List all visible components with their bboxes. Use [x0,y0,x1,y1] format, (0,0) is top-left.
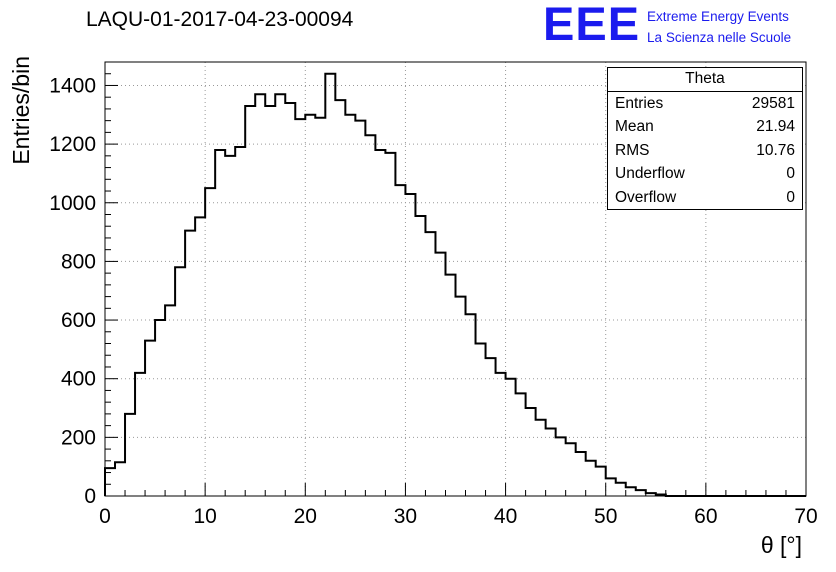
stats-row-overflow: Overflow 0 [608,186,802,209]
x-tick-label: 0 [99,505,111,528]
stats-value: 21.94 [756,118,795,136]
stats-value: 29581 [751,95,795,112]
stats-value: 10.76 [756,141,795,159]
y-tick-label: 400 [61,368,96,391]
eee-logo-line1: Extreme Energy Events [647,9,789,24]
histogram-line [104,72,806,497]
stats-value: 0 [786,165,795,183]
stats-label: Underflow [615,165,685,183]
stats-row-rms: RMS 10.76 [608,139,802,162]
stats-row-entries: Entries 29581 [608,92,802,115]
y-tick-label: 1200 [49,133,96,156]
y-tick-label: 200 [61,426,96,449]
x-tick-label: 40 [494,505,517,528]
y-tick-label: 0 [84,485,96,508]
x-tick-label: 30 [394,505,417,528]
x-axis-label: θ [°] [760,532,802,558]
eee-logo-text: EEE [543,0,641,50]
eee-logo: EEE Extreme Energy Events La Scienza nel… [543,0,791,50]
stats-label: RMS [615,141,650,159]
x-tick-label: 60 [694,505,717,528]
x-tick-label: 10 [193,505,216,528]
stats-box: Theta Entries 29581 Mean 21.94 RMS 10.76… [607,67,803,210]
stats-label: Entries [615,95,664,112]
eee-logo-line2: La Scienza nelle Scuole [647,29,792,45]
y-axis-label: Entries/bin [8,56,34,165]
stats-row-mean: Mean 21.94 [608,115,802,138]
y-tick-label: 800 [61,250,96,273]
y-tick-label: 600 [61,309,96,332]
x-tick-label: 70 [794,505,817,528]
x-tick-label: 20 [294,505,317,528]
y-tick-label: 1000 [49,192,96,215]
eee-logo-caption: Extreme Energy Events La Scienza nelle S… [647,2,791,49]
x-tick-label: 50 [594,505,617,528]
plot-frame [104,61,807,497]
stats-label: Overflow [615,188,677,206]
y-tick-label: 1400 [49,74,96,97]
stats-value: 0 [786,188,795,206]
stats-label: Mean [615,118,654,136]
stats-title: Theta [608,68,802,92]
stats-row-underflow: Underflow 0 [608,162,802,185]
page-title: LAQU-01-2017-04-23-00094 [86,8,354,31]
